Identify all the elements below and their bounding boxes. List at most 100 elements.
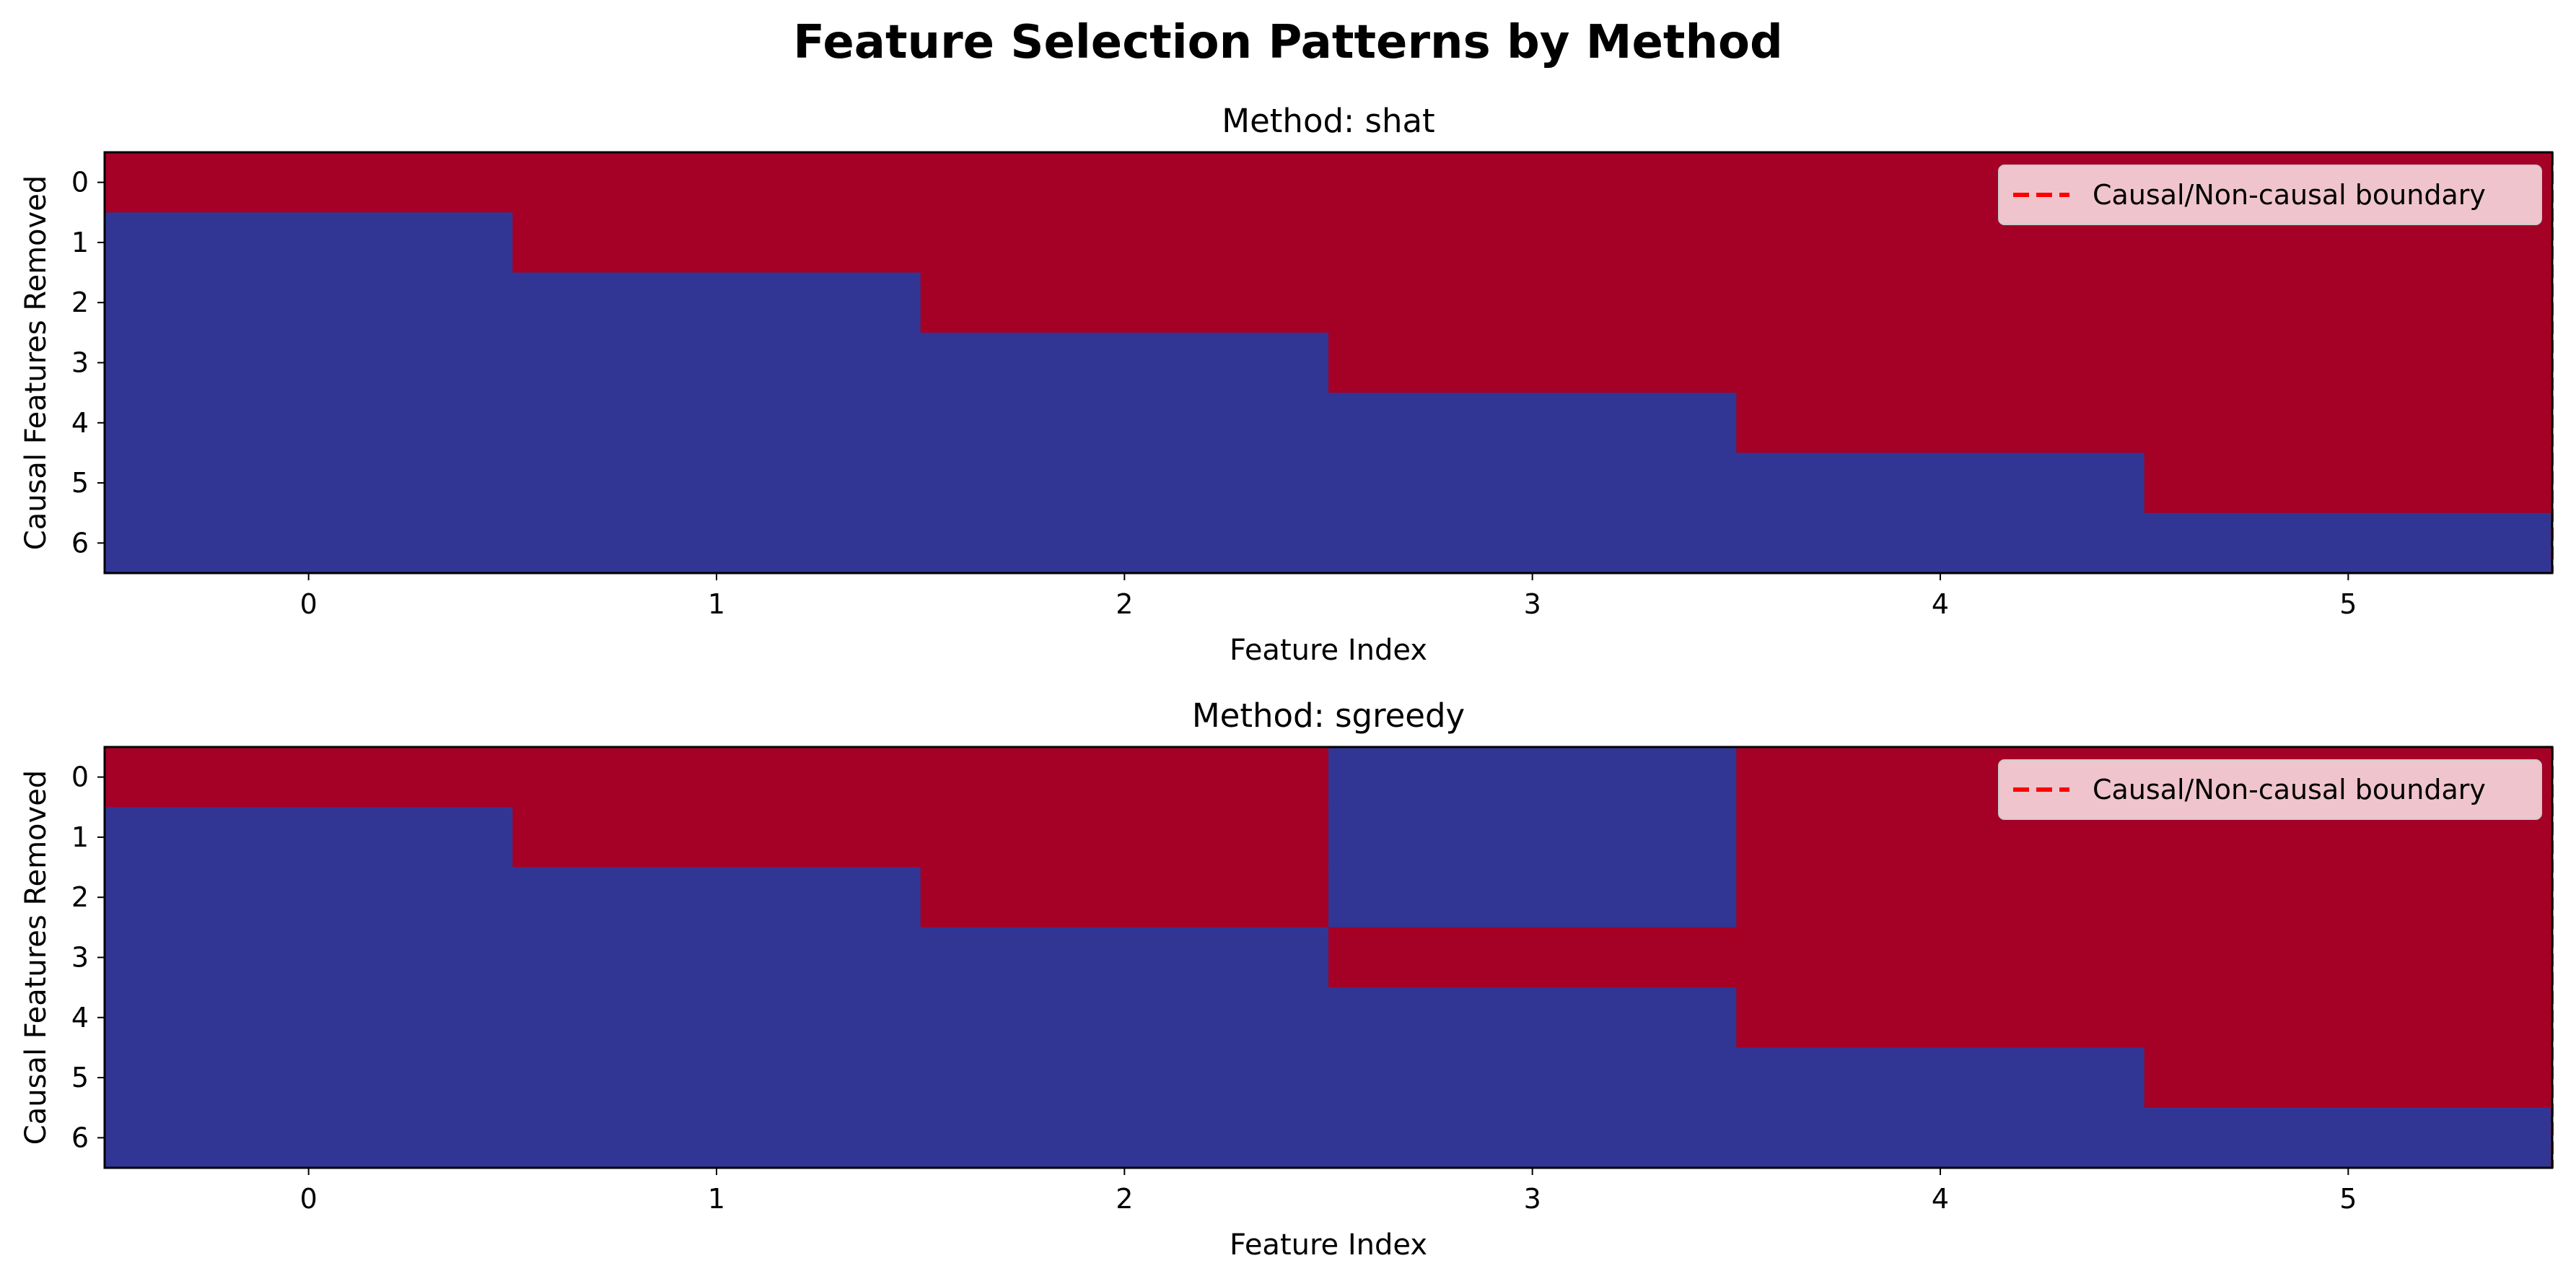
panel0-cell-r3-c1 [512,332,921,393]
panel0-cell-r4-c1 [512,393,921,454]
panel0-cell-r4-c3 [1328,393,1737,454]
panel0-cell-r1-c2 [920,212,1329,274]
panel1-xtick-label-1: 1 [708,1183,725,1215]
panel0-cell-r2-c3 [1328,272,1737,333]
panel1-ytick-label-3: 3 [71,942,89,974]
panel0-ytick-label-0: 0 [71,167,89,198]
panel1-cell-r5-c3 [1328,1047,1737,1109]
panel0-title: Method: shat [1222,102,1434,140]
panel1-cell-r3-c0 [105,927,513,988]
panel1-cell-r0-c0 [105,747,513,808]
panel1-cell-r5-c4 [1736,1047,2145,1109]
panel1-cell-r0-c3 [1328,747,1737,808]
panel0-cell-r0-c0 [105,152,513,213]
heatmap-panel-sgreedy: 0 1 2 3 4 5 0 1 2 3 4 5 6 Method: sgreedy Feature Inde… [19,696,2554,1262]
panel0-xtick-label-5: 5 [2339,588,2357,620]
panel0-cell-r5-c1 [512,453,921,514]
panel0-cell-r4-c2 [920,393,1329,454]
panel1-ytick-label-2: 2 [71,881,89,913]
panel1-cell-r1-c3 [1328,807,1737,868]
panel1-cell-r4-c4 [1736,987,2145,1049]
panel0-cell-r1-c0 [105,212,513,274]
panel0-cell-r2-c2 [920,272,1329,333]
panel1-cell-r3-c5 [2144,927,2553,988]
panel1-legend-label: Causal/Non-causal boundary [2093,774,2486,805]
panel0-cell-r3-c2 [920,332,1329,393]
panel0-cell-r5-c0 [105,453,513,514]
panel1-cell-r5-c1 [512,1047,921,1109]
panel1-xtick-label-3: 3 [1524,1183,1541,1215]
panel1-ytick-label-5: 5 [71,1062,89,1093]
panel0-cell-r6-c0 [105,512,513,574]
panel1-cell-r2-c0 [105,867,513,928]
panel0-cell-r6-c3 [1328,512,1737,574]
panel0-xtick-label-4: 4 [1932,588,1949,620]
heatmap-panel-shat: 0 1 2 3 4 5 0 1 2 3 4 5 6 Method: shat Feature Index Ca… [19,102,2554,667]
panel0-cell-r3-c5 [2144,332,2553,393]
panel1-cell-r1-c2 [920,807,1329,868]
panel0-cell-r5-c3 [1328,453,1737,514]
panel1-cell-r5-c0 [105,1047,513,1109]
panel1-cell-r4-c2 [920,987,1329,1049]
panel0-ytick-label-4: 4 [71,407,89,439]
panel0-xtick-label-1: 1 [708,588,725,620]
panel0-legend: Causal/Non-causal boundary [1998,165,2542,225]
panel0-cell-r0-c3 [1328,152,1737,213]
panel1-xlabel: Feature Index [1230,1228,1427,1262]
panel1-cell-r4-c0 [105,987,513,1049]
panel0-cell-r5-c2 [920,453,1329,514]
panel1-cell-r3-c3 [1328,927,1737,988]
panel1-ytick-label-0: 0 [71,761,89,793]
panel0-cell-r2-c0 [105,272,513,333]
panel0-cell-r4-c0 [105,393,513,454]
panel1-xtick-label-2: 2 [1116,1183,1133,1215]
panel1-cell-r2-c1 [512,867,921,928]
panel1-ytick-label-6: 6 [71,1122,89,1153]
panel0-cell-r6-c5 [2144,512,2553,574]
panel0-cell-r2-c4 [1736,272,2145,333]
panel1-legend: Causal/Non-causal boundary [1998,759,2542,820]
panel0-cell-r0-c2 [920,152,1329,213]
panel0-ytick-label-5: 5 [71,467,89,499]
panel0-cell-r6-c4 [1736,512,2145,574]
panel0-xtick-label-2: 2 [1116,588,1133,620]
panel0-cell-r3-c3 [1328,332,1737,393]
panel0-legend-label: Causal/Non-causal boundary [2093,179,2486,211]
panel0-cell-r3-c0 [105,332,513,393]
panel1-ytick-label-1: 1 [71,821,89,853]
panel1-cell-r6-c5 [2144,1107,2553,1169]
panel1-cell-r6-c1 [512,1107,921,1169]
panel0-xlabel: Feature Index [1230,634,1427,667]
panel1-cell-r0-c1 [512,747,921,808]
panel0-ytick-label-2: 2 [71,287,89,318]
panel1-title: Method: sgreedy [1192,696,1465,735]
panel1-cell-r1-c0 [105,807,513,868]
panel1-cell-r5-c5 [2144,1047,2553,1109]
panel0-cell-r6-c2 [920,512,1329,574]
panel1-cell-r4-c1 [512,987,921,1049]
panel1-cell-r6-c4 [1736,1107,2145,1169]
panel1-cell-r3-c1 [512,927,921,988]
panel1-cell-r6-c0 [105,1107,513,1169]
panel0-cell-r5-c4 [1736,453,2145,514]
panel1-xtick-label-4: 4 [1932,1183,1949,1215]
panel0-ylabel: Causal Features Removed [19,175,53,550]
panel1-cell-r2-c3 [1328,867,1737,928]
panel0-cell-r4-c4 [1736,393,2145,454]
panel1-cell-r3-c4 [1736,927,2145,988]
panel0-ytick-label-6: 6 [71,527,89,559]
panel1-cell-r6-c2 [920,1107,1329,1169]
panel0-cell-r6-c1 [512,512,921,574]
panel0-cell-r4-c5 [2144,393,2553,454]
panel0-cell-r5-c5 [2144,453,2553,514]
panel0-ytick-label-3: 3 [71,347,89,379]
panel1-xtick-label-5: 5 [2339,1183,2357,1215]
panel1-cell-r0-c2 [920,747,1329,808]
panel1-cell-r2-c4 [1736,867,2145,928]
panel0-cell-r3-c4 [1736,332,2145,393]
panel1-cell-r5-c2 [920,1047,1329,1109]
panel1-cell-r4-c5 [2144,987,2553,1049]
panel1-ylabel: Causal Features Removed [19,770,53,1145]
panel0-cell-r1-c3 [1328,212,1737,274]
